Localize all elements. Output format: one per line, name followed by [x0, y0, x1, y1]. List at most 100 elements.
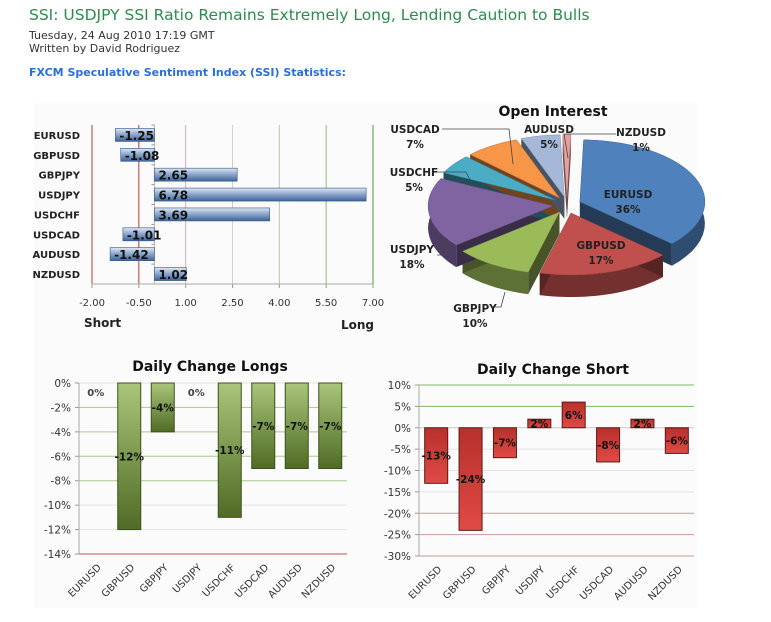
- data-label: -11%: [215, 445, 245, 457]
- bar: [458, 427, 483, 531]
- y-tick-label: 10%: [388, 380, 411, 392]
- article-title: SSI: USDJPY SSI Ratio Remains Extremely …: [29, 6, 590, 24]
- category-label: USDCAD: [33, 230, 80, 241]
- data-label: 0%: [188, 388, 205, 399]
- chart-title: Daily Change Longs: [132, 359, 288, 375]
- pie-slice-wall: [566, 134, 571, 219]
- data-label: -12%: [115, 451, 145, 463]
- chart-title: Open Interest: [498, 104, 607, 120]
- category-label: USDJPY: [171, 562, 205, 596]
- category-label: USDCHF: [545, 564, 582, 601]
- category-label: EURUSD: [66, 562, 104, 600]
- y-tick-label: -10%: [384, 466, 411, 478]
- category-label: USDJPY: [38, 191, 81, 202]
- leader-line: [495, 291, 506, 308]
- data-label: -8%: [597, 440, 620, 452]
- ssi-bar: [122, 227, 155, 242]
- category-label: USDCAD: [233, 562, 271, 600]
- ssi-bar: [154, 187, 367, 202]
- data-label: -4%: [152, 402, 175, 414]
- article-date: Tuesday, 24 Aug 2010 17:19 GMT: [29, 29, 215, 42]
- slice-value: 5%: [405, 182, 423, 194]
- x-tick-label: 5.50: [315, 298, 337, 309]
- y-tick-label: -15%: [384, 487, 411, 499]
- y-tick-label: -4%: [51, 427, 71, 439]
- pie-slice-wall: [562, 134, 567, 219]
- bar: [117, 382, 142, 531]
- x-tick-label: 2.50: [221, 298, 243, 309]
- category-label: GBPUSD: [100, 562, 138, 600]
- slice-value: 36%: [615, 204, 641, 216]
- data-label: -6%: [666, 436, 689, 448]
- pie-slice-eurusd: [579, 139, 706, 245]
- data-label: 0%: [87, 388, 104, 399]
- x-tick-label: 7.00: [362, 298, 384, 309]
- bar: [424, 427, 449, 484]
- leader-line: [437, 171, 471, 181]
- category-label: NZDUSD: [300, 562, 339, 601]
- daily-change-short-chart: Daily Change Short 10% 5% 0% -5% -10% -15% -20%…: [384, 362, 694, 603]
- slice-label: AUDUSD: [524, 124, 574, 136]
- article-meta: Tuesday, 24 Aug 2010 17:19 GMT Written b…: [29, 29, 215, 55]
- long-label: Long: [341, 318, 374, 332]
- slice-label: GBPUSD: [576, 240, 625, 252]
- category-label: USDCHF: [201, 562, 238, 599]
- category-label: GBPUSD: [441, 564, 479, 602]
- bar: [596, 427, 621, 463]
- data-label: -13%: [421, 451, 451, 463]
- bar: [527, 418, 552, 429]
- data-label: 2%: [530, 418, 548, 430]
- y-tick-label: -30%: [384, 551, 411, 563]
- data-label: -7%: [252, 421, 275, 433]
- slice-value: 18%: [399, 259, 425, 271]
- slice-label: NZDUSD: [616, 127, 666, 139]
- slice-label: EURUSD: [604, 189, 653, 201]
- slice-value: 10%: [462, 318, 488, 330]
- y-tick-label: 0%: [394, 423, 411, 435]
- ssi-bar: [154, 207, 270, 222]
- bar: [492, 427, 517, 459]
- data-label: 6.78: [158, 189, 188, 203]
- slice-label: USDCHF: [390, 167, 438, 179]
- y-tick-label: -5%: [391, 444, 411, 456]
- slice-label: USDCAD: [390, 124, 440, 136]
- data-label: 2%: [634, 418, 652, 430]
- category-label: USDCAD: [578, 564, 616, 602]
- ssi-ratio-chart: -2.00 -0.50 1.00 2.50 4.00 5.50 7.00 EURUSD -1.2…: [32, 124, 384, 332]
- leader-line: [442, 128, 514, 165]
- y-tick-label: 0%: [54, 378, 71, 390]
- pie-slice-usdchf: [442, 156, 556, 201]
- category-label: EURUSD: [407, 564, 445, 602]
- bar: [217, 382, 242, 518]
- y-tick-label: -10%: [44, 500, 71, 512]
- x-tick-label: 1.00: [175, 298, 197, 309]
- category-label: USDCHF: [34, 210, 80, 221]
- category-label: AUDUSD: [612, 564, 651, 603]
- x-tick-label: -2.00: [79, 298, 105, 309]
- bar: [318, 382, 343, 469]
- open-interest-chart: Open Interest EURUSD 36% GBPUSD 17% GBPJPY 10%…: [390, 104, 706, 330]
- data-label: -7%: [494, 438, 517, 450]
- article-author: Written by David Rodriguez: [29, 42, 181, 55]
- category-label: AUDUSD: [267, 562, 306, 601]
- y-tick-label: -12%: [44, 525, 71, 537]
- category-label: EURUSD: [34, 131, 80, 142]
- bar: [284, 382, 309, 469]
- pie-slice-usdjpy: [427, 178, 554, 246]
- category-label: AUDUSD: [33, 250, 80, 261]
- bar: [664, 427, 689, 454]
- slice-value: 7%: [406, 139, 424, 151]
- chart-title: Daily Change Short: [477, 362, 629, 378]
- ssi-bar: [120, 148, 155, 162]
- pie-slice-gbpusd: [539, 212, 664, 276]
- leader-line: [437, 237, 448, 256]
- slice-value: 1%: [632, 142, 650, 154]
- ssi-bar: [154, 267, 187, 281]
- ssi-bar: [154, 167, 238, 182]
- ssi-bar: [109, 247, 155, 261]
- data-label: 1.02: [158, 268, 188, 282]
- data-label: 6%: [565, 410, 583, 422]
- x-tick-label: 4.00: [268, 298, 290, 309]
- slice-label: USDJPY: [390, 244, 434, 256]
- category-label: NZDUSD: [646, 564, 685, 603]
